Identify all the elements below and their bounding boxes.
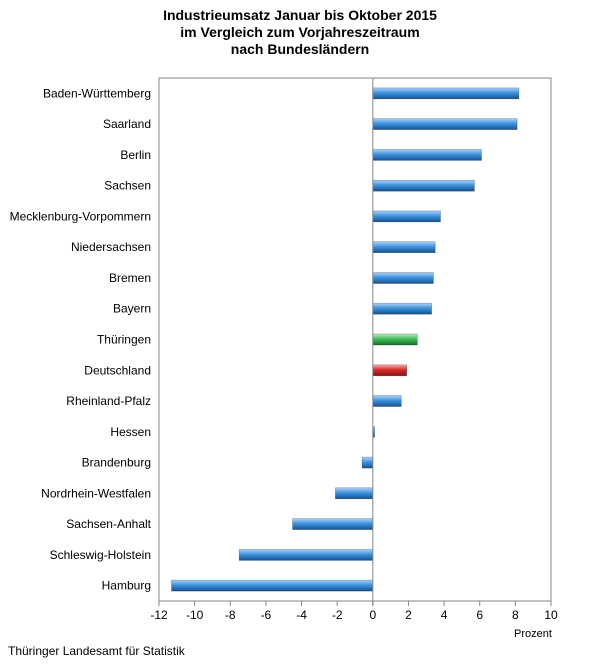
- bar-niedersachsen: [372, 241, 436, 253]
- category-label-hessen: Hessen: [110, 425, 151, 439]
- category-label-sachsen-anhalt: Sachsen-Anhalt: [66, 517, 151, 531]
- bar-bremen: [372, 272, 434, 284]
- bar-bayern: [372, 302, 432, 315]
- x-tick-label: -4: [296, 608, 307, 622]
- category-label-brandenburg: Brandenburg: [82, 456, 151, 470]
- x-tick-label: 10: [544, 608, 558, 622]
- source-footer: Thüringer Landesamt für Statistik: [8, 644, 185, 658]
- bar-nordrhein-westfalen: [335, 487, 374, 500]
- x-axis-label: Prozent: [514, 628, 552, 640]
- bar-brandenburg: [361, 456, 374, 469]
- category-label-deutschland: Deutschland: [84, 363, 151, 377]
- x-tick-label: -2: [332, 608, 343, 622]
- chart-title-line-2: im Vergleich zum Vorjahreszeitraum: [180, 24, 420, 40]
- bar-thueringen: [372, 333, 418, 346]
- x-tick-label: -6: [261, 608, 272, 622]
- bar-hamburg: [171, 579, 374, 592]
- chart-title-line-3: nach Bundesländern: [230, 41, 370, 57]
- category-label-rheinland-pfalz: Rheinland-Pfalz: [66, 394, 151, 408]
- category-label-baden-wuerttemberg: Baden-Württemberg: [43, 86, 151, 100]
- x-tick-label: -10: [186, 608, 204, 622]
- x-tick-label: -12: [150, 608, 168, 622]
- chart-title: Industrieumsatz Januar bis Oktober 2015 …: [0, 7, 600, 58]
- bar-sachsen-anhalt: [292, 518, 374, 530]
- plot-area: [158, 77, 552, 602]
- category-label-bayern: Bayern: [113, 302, 151, 316]
- bar-baden-wuerttemberg: [372, 87, 520, 100]
- chart-title-line-1: Industrieumsatz Januar bis Oktober 2015: [163, 7, 437, 23]
- category-label-hamburg: Hamburg: [102, 579, 151, 593]
- category-label-bremen: Bremen: [109, 271, 151, 285]
- x-axis-ticks-group: -12 -10 -8 -6 -4 -2 0 2 4 6 8 10: [150, 601, 558, 622]
- category-label-niedersachsen: Niedersachsen: [71, 240, 151, 254]
- x-tick-label: -8: [225, 608, 236, 622]
- category-label-berlin: Berlin: [120, 148, 151, 162]
- bar-mecklenburg-vorpommern: [372, 210, 441, 223]
- category-labels-group: Baden-Württemberg Saarland Berlin Sachsen Me…: [10, 86, 152, 592]
- bar-sachsen: [372, 179, 475, 192]
- category-label-thueringen: Thüringen: [97, 333, 151, 347]
- bar-berlin: [372, 149, 482, 161]
- category-label-nordrhein-westfalen: Nordrhein-Westfalen: [41, 486, 151, 500]
- bar-rheinland-pfalz: [372, 395, 402, 407]
- category-label-schleswig-holstein: Schleswig-Holstein: [50, 548, 151, 562]
- category-label-saarland: Saarland: [103, 117, 151, 131]
- bar-schleswig-holstein: [238, 549, 374, 561]
- bar-saarland: [372, 118, 518, 130]
- x-tick-label: 2: [405, 608, 412, 622]
- x-tick-label: 4: [441, 608, 448, 622]
- category-label-sachsen: Sachsen: [104, 179, 151, 193]
- category-label-mecklenburg-vorpommern: Mecklenburg-Vorpommern: [10, 209, 151, 223]
- x-tick-label: 0: [369, 608, 376, 622]
- x-tick-label: 6: [476, 608, 483, 622]
- bar-deutschland: [372, 364, 407, 377]
- bars-group: [171, 87, 520, 592]
- x-tick-label: 8: [512, 608, 519, 622]
